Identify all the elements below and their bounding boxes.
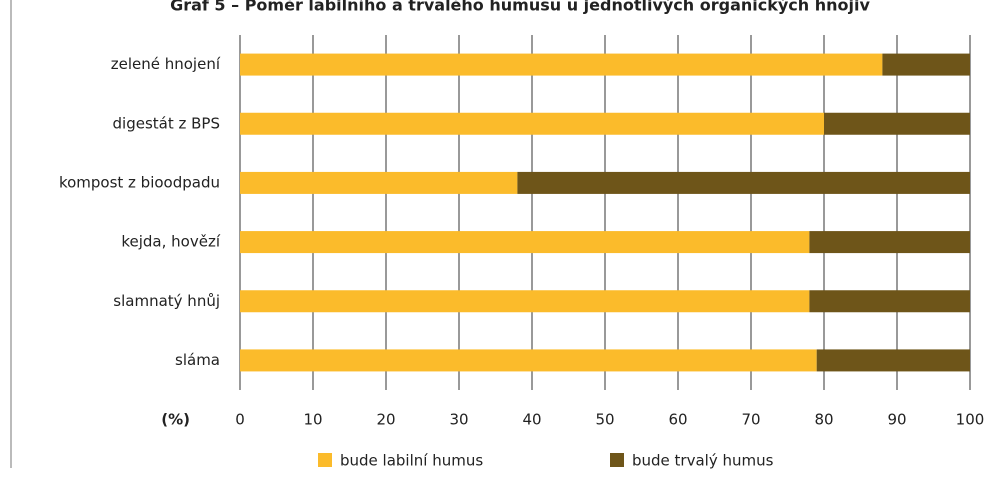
bar-segment xyxy=(824,112,970,135)
legend-label: bude labilní humus xyxy=(340,452,483,470)
x-tick-label: 90 xyxy=(887,411,906,429)
legend-label: bude trvalý humus xyxy=(632,452,774,470)
x-tick-label: 100 xyxy=(956,411,985,429)
bar-segment xyxy=(809,231,970,254)
bar-segment xyxy=(517,171,970,194)
y-tick-label: zelené hnojení xyxy=(111,55,221,73)
bar-segment xyxy=(809,290,970,313)
x-tick-label: 20 xyxy=(376,411,395,429)
bar-segment xyxy=(240,171,518,194)
y-tick-label: sláma xyxy=(175,351,220,369)
y-tick-label: kejda, hovězí xyxy=(121,233,220,251)
bar-segment xyxy=(882,53,970,76)
x-tick-label: 40 xyxy=(522,411,541,429)
x-tick-label: 30 xyxy=(449,411,468,429)
y-tick-label: kompost z bioodpadu xyxy=(59,173,220,191)
bar-segment xyxy=(240,231,810,254)
x-tick-label: 0 xyxy=(235,411,245,429)
bar-segment xyxy=(816,349,970,372)
legend-swatch xyxy=(610,453,624,467)
chart-title: Graf 5 – Poměr labilního a trvalého humu… xyxy=(170,0,870,15)
x-axis-label: (%) xyxy=(161,411,190,429)
y-tick-label: digestát z BPS xyxy=(113,114,220,132)
x-tick-label: 10 xyxy=(303,411,322,429)
bar-segment xyxy=(240,53,883,76)
y-tick-label: slamnatý hnůj xyxy=(113,292,220,310)
bar-segment xyxy=(240,290,810,313)
x-tick-label: 70 xyxy=(741,411,760,429)
legend-swatch xyxy=(318,453,332,467)
x-tick-label: 60 xyxy=(668,411,687,429)
bar-segment xyxy=(240,349,817,372)
bar-segment xyxy=(240,112,824,135)
x-tick-label: 50 xyxy=(595,411,614,429)
x-tick-label: 80 xyxy=(814,411,833,429)
